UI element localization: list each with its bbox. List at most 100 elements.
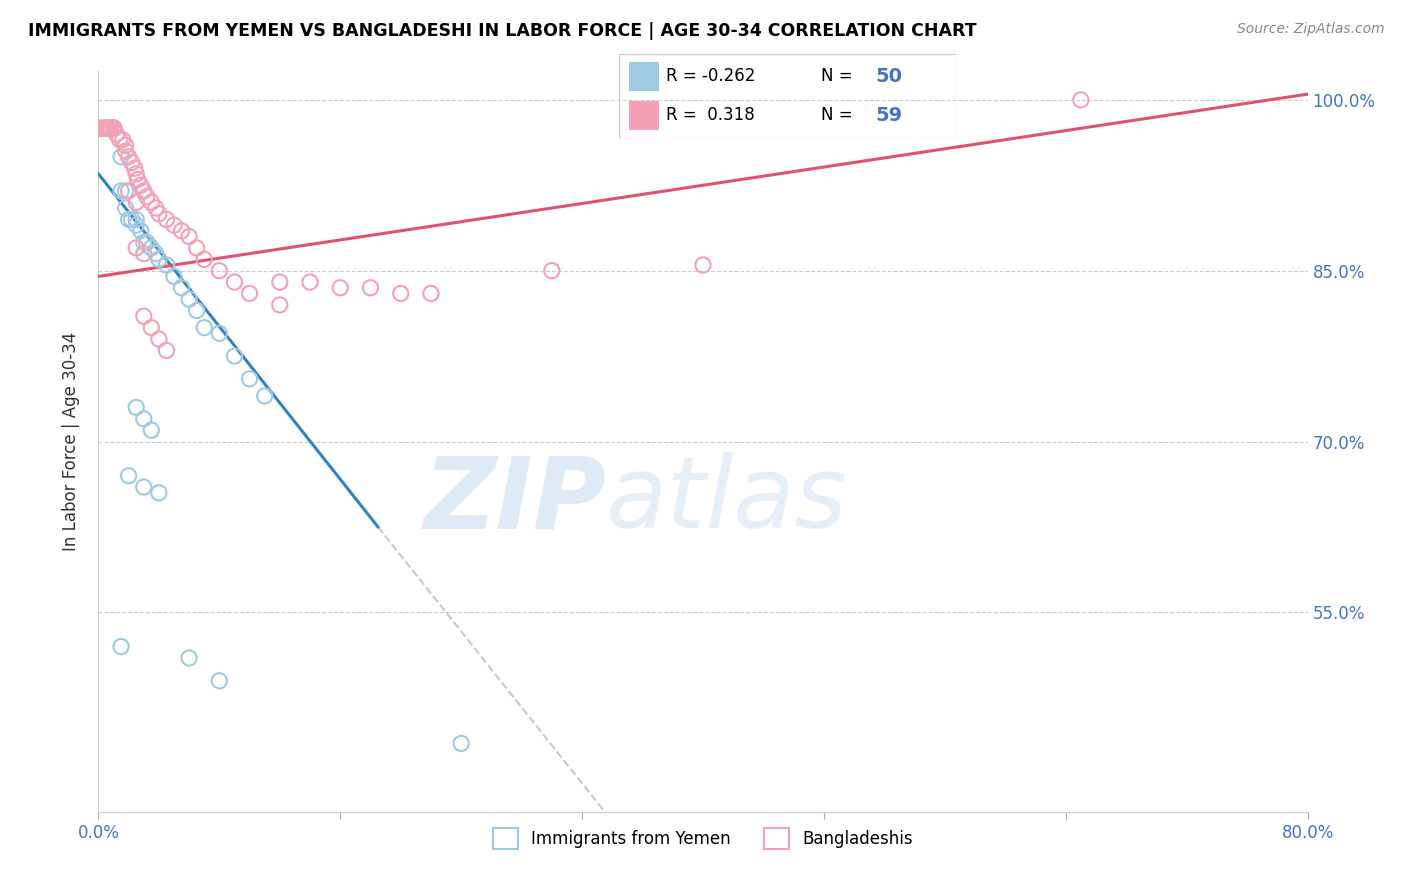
Point (94, 121, 117, 136)
Point (105, 127, 128, 141)
Point (118, 150, 141, 164)
Point (93, 121, 115, 136)
Point (155, 343, 177, 358)
Point (98, 121, 121, 136)
Point (540, 263, 562, 277)
Point (179, 292, 201, 306)
Point (114, 201, 136, 215)
Point (135, 235, 157, 250)
Point (193, 320, 215, 334)
Text: R =  0.318: R = 0.318 (666, 106, 755, 124)
Point (114, 184, 136, 198)
Text: N =: N = (821, 68, 858, 86)
Point (155, 258, 177, 272)
Point (103, 121, 125, 136)
Point (141, 241, 163, 255)
Point (121, 155, 143, 169)
Point (132, 310, 155, 324)
Point (692, 258, 714, 272)
Text: ZIP: ZIP (423, 452, 606, 549)
Point (108, 133, 131, 147)
Point (110, 184, 132, 198)
Point (224, 349, 246, 363)
Y-axis label: In Labor Force | Age 30-34: In Labor Force | Age 30-34 (62, 332, 80, 551)
Point (125, 241, 148, 255)
Point (90, 121, 112, 136)
Point (94, 121, 117, 136)
Point (127, 172, 149, 186)
Point (269, 275, 291, 289)
Point (389, 286, 412, 301)
Point (103, 121, 125, 136)
Point (118, 184, 141, 198)
Point (135, 189, 157, 203)
Point (186, 303, 208, 318)
Point (125, 195, 148, 210)
Point (98, 121, 121, 136)
Point (129, 178, 152, 193)
Point (118, 212, 141, 227)
Point (193, 252, 215, 267)
Point (91, 121, 114, 136)
Point (148, 332, 170, 346)
Point (96, 121, 118, 136)
Point (208, 326, 231, 341)
Point (360, 281, 382, 295)
Point (141, 195, 163, 210)
Point (111, 133, 134, 147)
Text: atlas: atlas (606, 452, 848, 549)
Point (100, 121, 122, 136)
Point (141, 423, 163, 437)
Point (90, 121, 112, 136)
Point (124, 161, 146, 176)
Point (103, 121, 125, 136)
Point (148, 207, 170, 221)
Point (208, 263, 231, 277)
Point (103, 121, 125, 136)
Point (103, 121, 125, 136)
Point (239, 286, 262, 301)
Point (132, 480, 155, 494)
Point (420, 286, 443, 301)
Point (163, 269, 186, 284)
Point (186, 241, 208, 255)
Point (103, 121, 125, 136)
Point (132, 411, 155, 425)
Point (125, 212, 148, 227)
Text: R = -0.262: R = -0.262 (666, 68, 755, 86)
Point (125, 167, 148, 181)
Point (125, 218, 148, 232)
Point (1070, 93, 1092, 107)
Point (224, 275, 246, 289)
Point (110, 640, 132, 654)
Point (110, 150, 132, 164)
Point (103, 121, 125, 136)
Point (148, 252, 170, 267)
Point (103, 121, 125, 136)
Point (103, 121, 125, 136)
Point (163, 218, 186, 232)
Point (91, 121, 114, 136)
Point (114, 144, 136, 158)
Point (145, 246, 167, 260)
Text: Source: ZipAtlas.com: Source: ZipAtlas.com (1237, 22, 1385, 37)
Point (132, 246, 155, 260)
Text: IMMIGRANTS FROM YEMEN VS BANGLADESHI IN LABOR FORCE | AGE 30-34 CORRELATION CHAR: IMMIGRANTS FROM YEMEN VS BANGLADESHI IN … (28, 22, 977, 40)
Point (89, 121, 111, 136)
Point (114, 138, 136, 153)
Point (132, 184, 155, 198)
Point (103, 121, 125, 136)
Point (299, 275, 322, 289)
Point (103, 121, 125, 136)
Point (103, 121, 125, 136)
Point (132, 235, 155, 250)
Point (148, 485, 170, 500)
Point (103, 121, 125, 136)
Point (155, 212, 177, 227)
Legend: Immigrants from Yemen, Bangladeshis: Immigrants from Yemen, Bangladeshis (486, 822, 920, 855)
Point (179, 651, 201, 665)
Point (141, 320, 163, 334)
Point (208, 673, 231, 688)
Point (179, 229, 201, 244)
Bar (628, 101, 659, 130)
